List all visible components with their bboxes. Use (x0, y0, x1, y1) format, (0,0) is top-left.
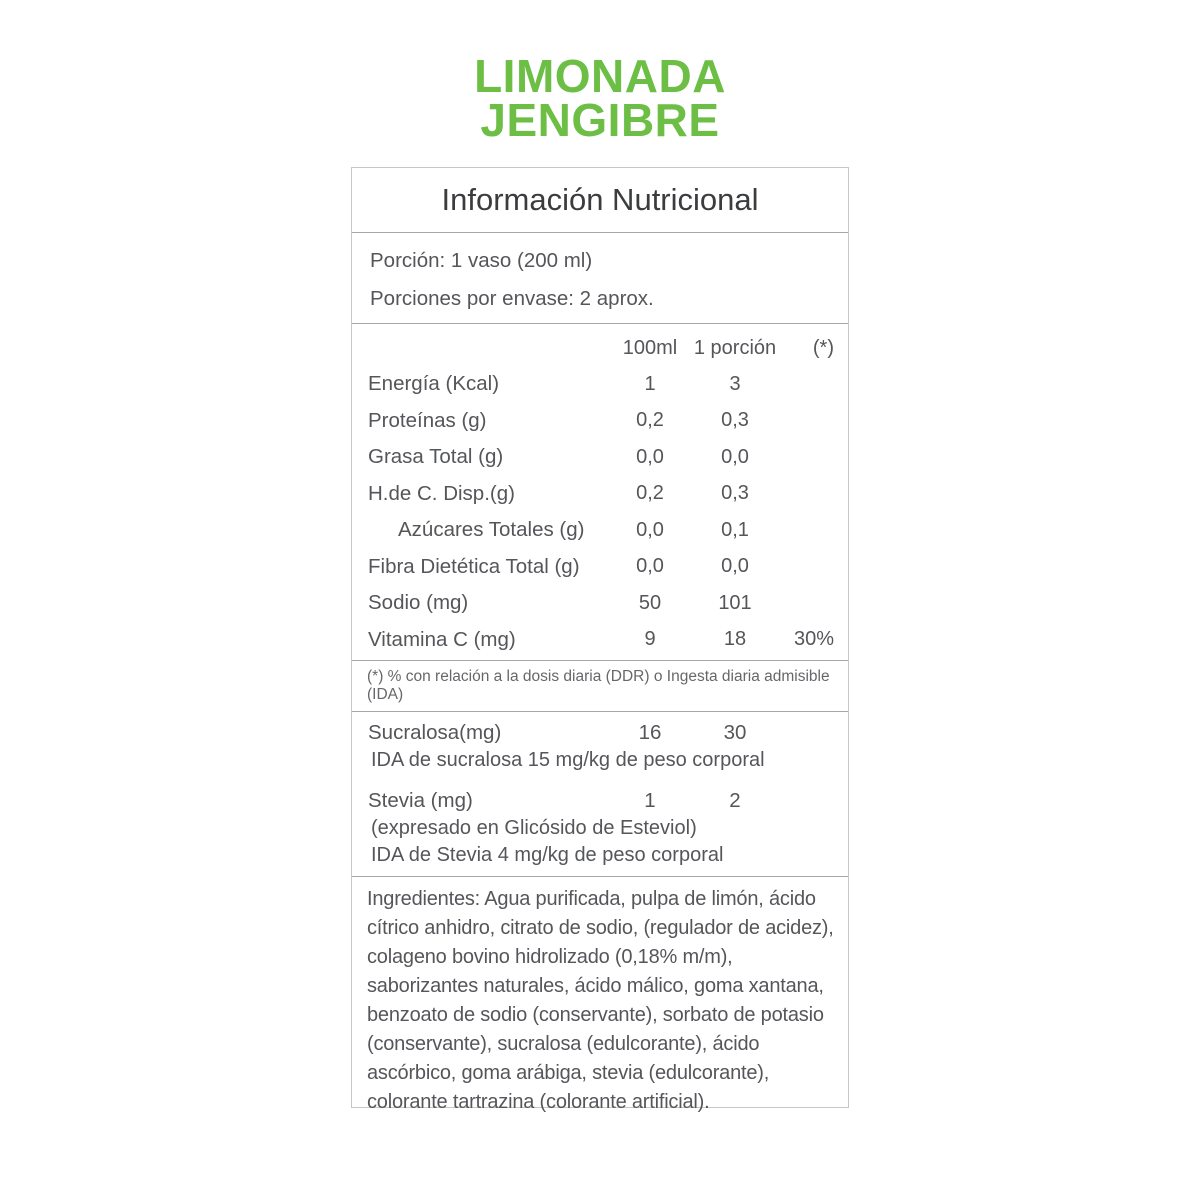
row-value-portion: 3 (729, 372, 741, 395)
row-value-100ml: 0,0 (636, 518, 664, 541)
serving-per-container: Porciones por envase: 2 aprox. (370, 287, 654, 310)
sweetener-row: Stevia (mg) 1 2 (368, 787, 834, 815)
column-header-portion: 1 porción (693, 336, 777, 359)
row-label: Sodio (mg) (368, 591, 469, 615)
row-value-100ml: 1 (644, 372, 656, 395)
row-label: Proteínas (g) (368, 408, 487, 432)
row-value-100ml: 9 (644, 628, 656, 651)
sweetener-note: (expresado en Glicósido de Esteviol) (371, 817, 697, 839)
row-value-portion: 0,3 (721, 482, 749, 505)
ingredients-section: Ingredientes: Agua purificada, pulpa de … (352, 877, 848, 1117)
row-value-100ml: 0,2 (636, 482, 664, 505)
panel-header-title: Información Nutricional (441, 182, 759, 217)
sweetener-value-100ml: 1 (644, 789, 656, 812)
table-row: Vitamina C (mg) 9 18 30% (368, 622, 834, 659)
column-header-100ml: 100ml (622, 336, 678, 359)
row-label: Fibra Dietética Total (g) (368, 554, 580, 578)
sweetener-block-sucralosa: Sucralosa(mg) 16 30 IDA de sucralosa 15 … (368, 719, 834, 774)
row-label: Energía (Kcal) (368, 372, 500, 396)
sweetener-value-portion: 30 (723, 721, 747, 744)
table-row: Sodio (mg) 50 101 (368, 585, 834, 622)
row-value-100ml: 0,2 (636, 409, 664, 432)
product-title: LIMONADA JENGIBRE (0, 50, 1200, 146)
row-value-100ml: 0,0 (636, 445, 664, 468)
product-title-line1: LIMONADA (474, 50, 726, 102)
table-header-row: 100ml 1 porción (*) (368, 332, 834, 364)
row-value-portion: 18 (723, 628, 747, 651)
row-label: Vitamina C (mg) (368, 627, 516, 651)
row-value-100ml: 50 (638, 591, 662, 614)
row-value-portion: 0,1 (721, 518, 749, 541)
sweetener-block-stevia: Stevia (mg) 1 2 (expresado en Glicósido … (368, 787, 834, 869)
product-title-line2: JENGIBRE (480, 94, 720, 146)
serving-section: Porción: 1 vaso (200 ml) Porciones por e… (352, 233, 848, 324)
column-header-dv: (*) (812, 336, 834, 359)
sweetener-row: Sucralosa(mg) 16 30 (368, 719, 834, 747)
row-label: Azúcares Totales (g) (398, 518, 585, 542)
row-value-100ml: 0,0 (636, 555, 664, 578)
row-value-portion: 101 (718, 591, 752, 614)
nutrient-table: 100ml 1 porción (*) Energía (Kcal) 1 3 P… (352, 324, 848, 661)
sweetener-label: Stevia (mg) (368, 789, 473, 812)
row-value-portion: 0,0 (721, 555, 749, 578)
row-value-portion: 0,3 (721, 409, 749, 432)
sweetener-value-100ml: 16 (638, 721, 662, 744)
table-row: H.de C. Disp.(g) 0,2 0,3 (368, 476, 834, 513)
table-row: Proteínas (g) 0,2 0,3 (368, 403, 834, 440)
nutrition-panel: Información Nutricional Porción: 1 vaso … (351, 167, 849, 1113)
table-row: Fibra Dietética Total (g) 0,0 0,0 (368, 549, 834, 586)
dv-footnote-text: (*) % con relación a la dosis diaria (DD… (367, 668, 830, 703)
sweetener-note: IDA de Stevia 4 mg/kg de peso corporal (371, 844, 724, 866)
serving-portion: Porción: 1 vaso (200 ml) (370, 249, 593, 272)
sweetener-value-portion: 2 (729, 789, 741, 812)
row-label: H.de C. Disp.(g) (368, 481, 515, 505)
table-row: Azúcares Totales (g) 0,0 0,1 (368, 512, 834, 549)
row-value-dv: 30% (793, 628, 834, 651)
row-value-portion: 0,0 (721, 445, 749, 468)
panel-header: Información Nutricional (352, 168, 848, 233)
sweetener-note: IDA de sucralosa 15 mg/kg de peso corpor… (371, 749, 765, 771)
sweeteners-section: Sucralosa(mg) 16 30 IDA de sucralosa 15 … (352, 712, 848, 877)
table-row: Energía (Kcal) 1 3 (368, 366, 834, 403)
sweetener-label: Sucralosa(mg) (368, 721, 502, 744)
ingredients-text: Ingredientes: Agua purificada, pulpa de … (367, 888, 834, 1113)
table-row: Grasa Total (g) 0,0 0,0 (368, 439, 834, 476)
dv-footnote: (*) % con relación a la dosis diaria (DD… (352, 661, 848, 712)
row-label: Grasa Total (g) (368, 445, 504, 469)
